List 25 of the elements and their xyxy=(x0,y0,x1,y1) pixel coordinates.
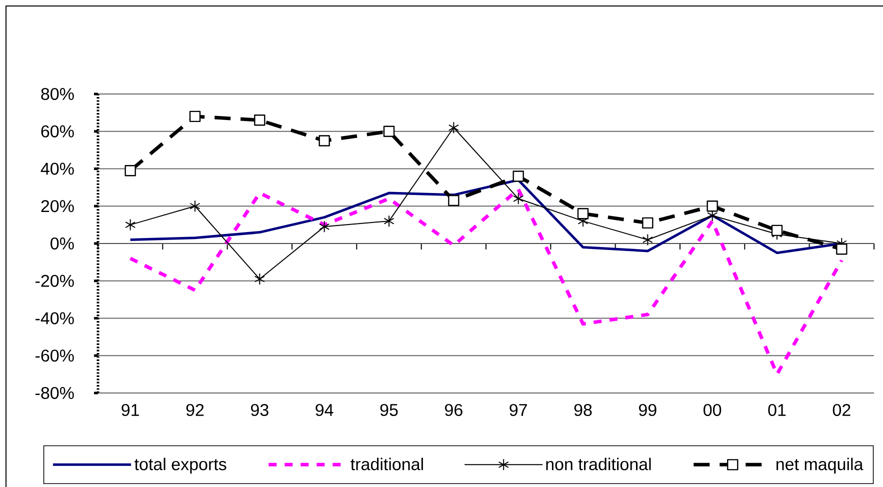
x-tick-label: 92 xyxy=(186,404,204,416)
x-tick-label: 95 xyxy=(380,404,398,416)
legend-label: net maquila xyxy=(776,458,864,474)
y-tick-label: 80% xyxy=(41,88,74,100)
y-tick-label: 40% xyxy=(40,162,74,175)
y-tick-label: -80% xyxy=(36,386,74,400)
y-tick-label: 60% xyxy=(41,125,74,138)
y-tick-label: 20% xyxy=(41,200,74,212)
x-tick-label: 96 xyxy=(445,404,462,416)
y-tick-label: -60% xyxy=(36,350,74,362)
x-tick-label: 98 xyxy=(574,404,592,416)
y-tick-label: -20% xyxy=(36,274,74,287)
x-tick-label: 01 xyxy=(768,404,786,416)
x-tick-label: 99 xyxy=(639,404,656,416)
x-tick-label: 00 xyxy=(704,404,722,416)
y-tick-label: 0% xyxy=(50,237,74,250)
x-tick-label: 93 xyxy=(251,404,268,416)
y-tick-label: -40% xyxy=(36,312,74,324)
legend-label: traditional xyxy=(350,458,423,470)
x-tick-label: 02 xyxy=(832,404,850,416)
legend-label: total exports xyxy=(134,458,226,474)
legend-label: non traditional xyxy=(546,458,651,470)
x-tick-label: 97 xyxy=(510,404,527,416)
x-tick-label: 94 xyxy=(316,404,334,416)
x-tick-label: 91 xyxy=(122,404,139,416)
